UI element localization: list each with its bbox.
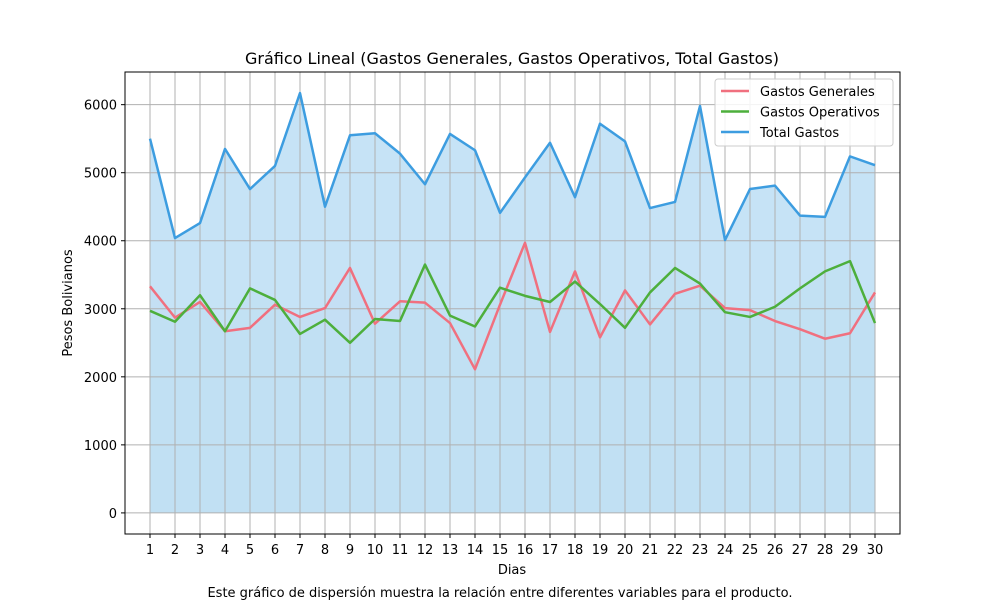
x-tick-label: 7 — [296, 543, 304, 558]
x-tick-label: 26 — [767, 543, 784, 558]
x-tick-label: 17 — [542, 543, 559, 558]
x-tick-label: 8 — [321, 543, 329, 558]
x-tick-label: 2 — [171, 543, 179, 558]
x-tick-label: 19 — [592, 543, 609, 558]
x-tick-label: 5 — [246, 543, 254, 558]
series-line-0 — [149, 241, 877, 371]
x-tick-label: 18 — [567, 543, 584, 558]
x-tick-label: 27 — [792, 543, 809, 558]
x-tick-label: 4 — [221, 543, 229, 558]
series-line-1 — [149, 259, 877, 345]
x-tick-label: 10 — [367, 543, 384, 558]
y-tick-label: 0 — [109, 507, 117, 522]
legend: Gastos Generales Gastos Operativos Total G… — [714, 78, 894, 147]
x-tick-label: 15 — [492, 543, 509, 558]
series-lines — [148, 91, 877, 371]
x-tick-label: 9 — [346, 543, 354, 558]
chart-caption: Este gráfico de dispersión muestra la re… — [207, 586, 792, 600]
legend-label: Total Gastos — [759, 126, 839, 141]
legend-label: Gastos Operativos — [760, 106, 880, 121]
series-line-2 — [148, 91, 876, 242]
x-tick-label: 13 — [442, 543, 459, 558]
x-axis-label: Dias — [498, 563, 527, 578]
x-tick-label: 30 — [867, 543, 884, 558]
plot-frame — [124, 71, 901, 535]
area-fills — [150, 93, 875, 513]
x-tick-label: 23 — [692, 543, 709, 558]
y-tick-label: 5000 — [84, 167, 117, 182]
x-tick-label: 1 — [146, 543, 154, 558]
y-tick-label: 6000 — [84, 99, 117, 114]
x-tick-label: 11 — [392, 543, 409, 558]
chart-title: Gráfico Lineal (Gastos Generales, Gastos… — [245, 49, 779, 68]
x-tick-label: 21 — [642, 543, 659, 558]
x-tick-label: 14 — [467, 543, 484, 558]
y-axis-label: Pesos Bolivianos — [61, 249, 76, 357]
x-tick-label: 29 — [842, 543, 859, 558]
legend-label: Gastos Generales — [760, 85, 875, 100]
x-tick-label: 20 — [617, 543, 634, 558]
axis-ticks: 1 2 3 4 5 6 7 8 9 10 11 12 13 14 15 16 17 18 19 20 21 22 23 24 2… — [84, 99, 883, 558]
legend-box — [714, 78, 894, 147]
area-fill-2 — [150, 93, 875, 513]
grid-lines — [125, 72, 900, 534]
x-tick-label: 16 — [517, 543, 534, 558]
y-tick-label: 1000 — [84, 439, 117, 454]
x-tick-label: 25 — [742, 543, 759, 558]
y-tick-label: 2000 — [84, 371, 117, 386]
y-tick-label: 3000 — [84, 303, 117, 318]
y-tick-label: 4000 — [84, 235, 117, 250]
x-tick-label: 28 — [817, 543, 834, 558]
x-tick-label: 6 — [271, 543, 279, 558]
x-tick-label: 3 — [196, 543, 204, 558]
x-tick-label: 22 — [667, 543, 684, 558]
x-tick-label: 12 — [417, 543, 434, 558]
x-tick-label: 24 — [717, 543, 734, 558]
